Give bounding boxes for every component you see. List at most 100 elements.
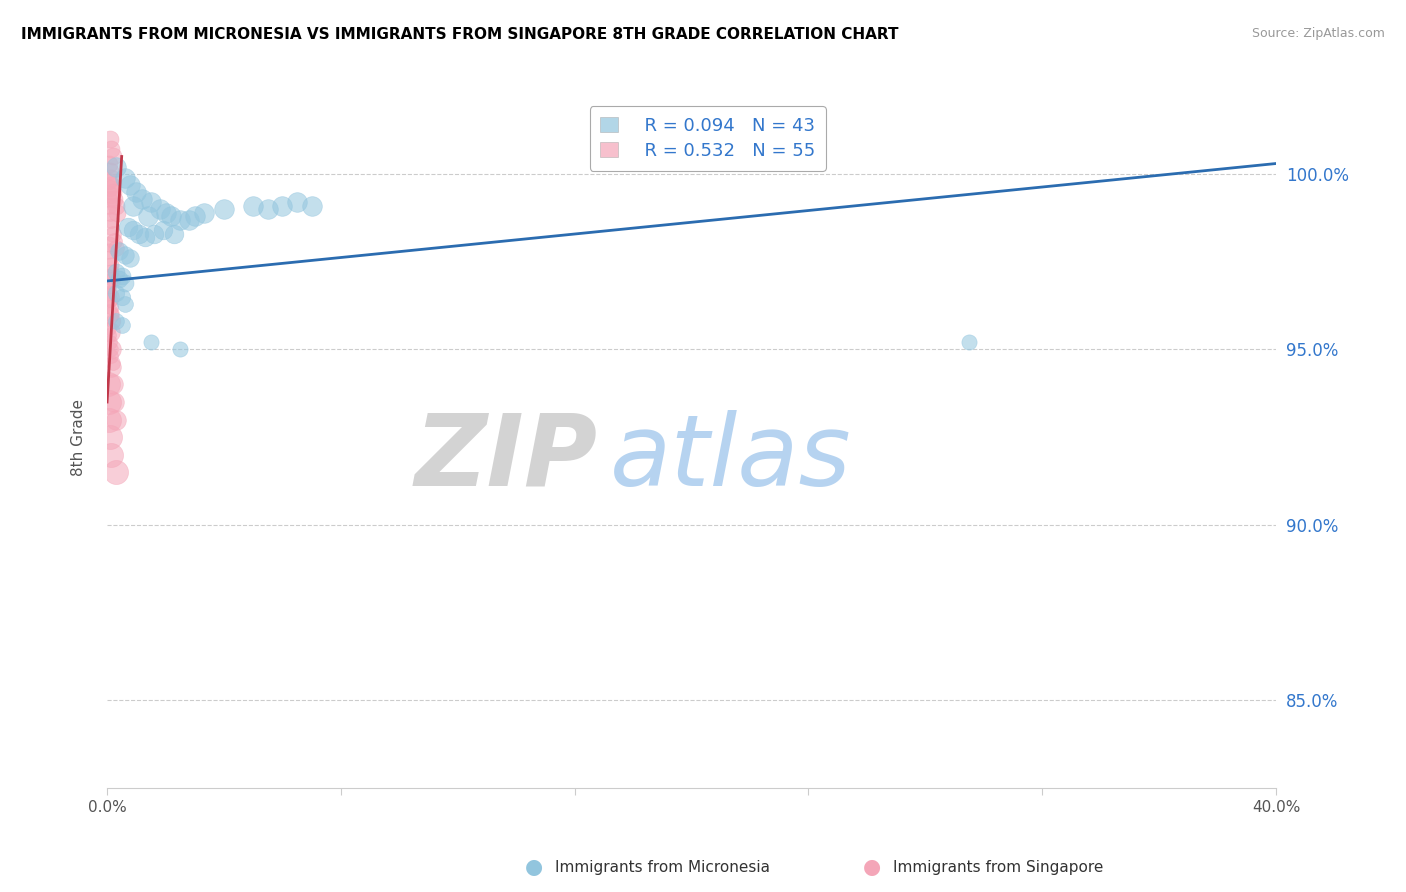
Point [98, 286, 121, 301]
Point [103, 234, 125, 248]
Point [97, 279, 120, 293]
Point [97, 321, 120, 335]
Point [97, 395, 120, 409]
Point [100, 170, 122, 185]
Point [97, 377, 120, 392]
Point [104, 160, 127, 174]
Point [122, 223, 145, 237]
Point [104, 241, 127, 255]
Point [142, 227, 165, 241]
Point [101, 272, 124, 286]
Point [111, 318, 134, 332]
Point [98, 293, 121, 308]
Point [101, 314, 124, 328]
Point [100, 301, 122, 315]
Point [163, 227, 186, 241]
Point [100, 258, 122, 272]
Point [100, 219, 122, 234]
Point [104, 265, 127, 279]
Y-axis label: 8th Grade: 8th Grade [72, 399, 86, 475]
Point [98, 174, 121, 188]
Point [101, 227, 124, 241]
Point [149, 202, 172, 216]
Point [177, 212, 200, 227]
Point [98, 430, 121, 444]
Point [285, 195, 308, 210]
Point [98, 163, 121, 178]
Point [98, 307, 121, 321]
Point [242, 198, 264, 212]
Point [152, 223, 174, 237]
Point [111, 268, 134, 283]
Point [98, 335, 121, 350]
Point [111, 290, 134, 304]
Point [100, 178, 122, 192]
Text: IMMIGRANTS FROM MICRONESIA VS IMMIGRANTS FROM SINGAPORE 8TH GRADE CORRELATION CH: IMMIGRANTS FROM MICRONESIA VS IMMIGRANTS… [21, 27, 898, 42]
Text: atlas: atlas [610, 409, 852, 507]
Point [114, 170, 136, 185]
Point [98, 156, 121, 170]
Point [100, 212, 122, 227]
Point [98, 205, 121, 219]
Point [125, 185, 148, 199]
Point [957, 335, 980, 350]
Point [98, 412, 121, 426]
Point [104, 198, 127, 212]
Point [101, 185, 124, 199]
Point [139, 335, 162, 350]
Point [131, 192, 153, 206]
Point [271, 198, 294, 212]
Point [97, 237, 120, 252]
Point [107, 244, 129, 259]
Text: Immigrants from Micronesia: Immigrants from Micronesia [555, 860, 770, 874]
Point [98, 328, 121, 343]
Point [103, 192, 125, 206]
Point [128, 227, 150, 241]
Text: Source: ZipAtlas.com: Source: ZipAtlas.com [1251, 27, 1385, 40]
Point [103, 395, 125, 409]
Point [155, 205, 177, 219]
Point [97, 192, 120, 206]
Point [114, 248, 136, 262]
Point [169, 212, 191, 227]
Point [184, 209, 207, 223]
Point [100, 265, 122, 279]
Point [100, 188, 122, 202]
Point [139, 195, 162, 210]
Point [160, 209, 183, 223]
Point [114, 276, 136, 290]
Point [100, 448, 122, 462]
Point [122, 198, 145, 212]
Point [105, 205, 128, 219]
Point [98, 198, 121, 212]
Point [100, 350, 122, 364]
Point [97, 272, 120, 286]
Point [101, 356, 124, 370]
Point [136, 209, 159, 223]
Point [98, 244, 121, 259]
Point [256, 202, 278, 216]
Point [104, 314, 127, 328]
Text: ZIP: ZIP [415, 409, 598, 507]
Point [120, 251, 142, 265]
Text: ●: ● [526, 857, 543, 877]
Point [100, 343, 122, 357]
Point [117, 219, 139, 234]
Point [104, 465, 127, 479]
Point [101, 377, 124, 392]
Point [100, 143, 122, 157]
Point [134, 230, 156, 244]
Point [98, 325, 121, 339]
Point [193, 205, 215, 219]
Point [101, 149, 124, 163]
Point [98, 251, 121, 265]
Point [98, 181, 121, 195]
Point [114, 297, 136, 311]
Point [104, 412, 127, 426]
Point [212, 202, 235, 216]
Point [100, 307, 122, 321]
Point [97, 290, 120, 304]
Point [301, 198, 323, 212]
Text: Immigrants from Singapore: Immigrants from Singapore [893, 860, 1104, 874]
Point [98, 132, 121, 146]
